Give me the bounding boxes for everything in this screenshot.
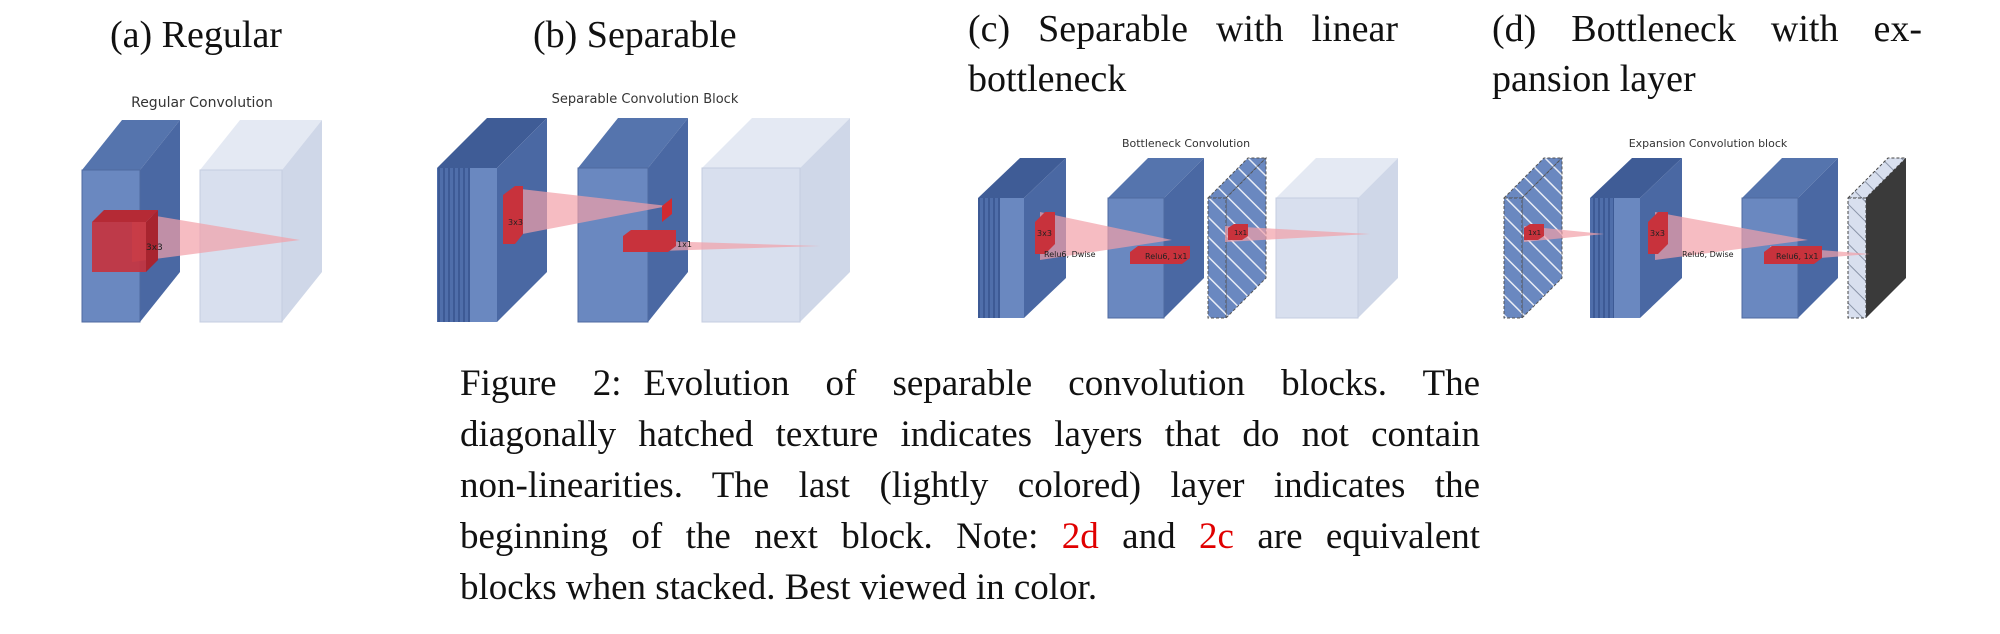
light-block bbox=[199, 120, 322, 323]
kernel-label: 1x1 bbox=[1234, 229, 1247, 237]
caption-line: non-linearities. The last (lightly color… bbox=[460, 465, 1480, 506]
kernel-pointwise bbox=[1130, 246, 1190, 264]
panel-c-diagram-title: Bottleneck Convolution bbox=[1122, 137, 1250, 150]
op-label: Relu6, Dwise bbox=[1682, 250, 1734, 259]
figure-reference-link[interactable]: 2d bbox=[1061, 516, 1099, 557]
panel-b-diagram-title: Separable Convolution Block bbox=[552, 92, 739, 107]
panel-b-diagram: Separable Convolution Block 3x3 bbox=[437, 92, 850, 323]
caption-line: blocks when stacked. Best viewed in colo… bbox=[460, 567, 1098, 608]
op-label: Relu6, 1x1 bbox=[1776, 252, 1819, 261]
kernel-cube bbox=[92, 210, 158, 272]
caption-line: Figure 2: Evolution of separable convolut… bbox=[460, 358, 1480, 409]
caption-line: diagonally hatched texture indicates lay… bbox=[460, 414, 1480, 455]
panel-d-title-line2: pansion layer bbox=[1492, 58, 1696, 100]
panel-a-diagram-title: Regular Convolution bbox=[131, 95, 273, 111]
light-block bbox=[701, 118, 850, 323]
pointwise-block bbox=[577, 118, 688, 323]
projection-ray bbox=[1655, 212, 1808, 260]
caption-text: are equivalent bbox=[1257, 516, 1481, 557]
caption-text: beginning of the next block. Note: bbox=[460, 516, 1039, 557]
panel-c-title-line2: bottleneck bbox=[968, 58, 1127, 100]
panel-d-title-line1: (d) Bottleneck with ex- bbox=[1492, 8, 1922, 50]
panel-d-diagram-title: Expansion Convolution block bbox=[1629, 137, 1788, 150]
kernel-expansion bbox=[1524, 224, 1544, 240]
figure-caption: Figure 2: Evolution of separable convolut… bbox=[460, 358, 1480, 613]
kernel-depthwise bbox=[1035, 212, 1055, 254]
op-label: Relu6, 1x1 bbox=[1145, 252, 1188, 261]
panel-c-title-line1: (c) Separable with linear bbox=[968, 8, 1398, 50]
panel-d-diagram: Expansion Convolution block bbox=[1502, 137, 1908, 320]
kernel-dot bbox=[662, 198, 672, 222]
panel-a-title: (a) Regular bbox=[110, 14, 282, 56]
figure-diagrams: Regular Convolution 3x3 Separable Convol… bbox=[81, 92, 1908, 323]
kernel-depthwise bbox=[1648, 212, 1668, 254]
figure-reference-link[interactable]: 2c bbox=[1199, 516, 1234, 557]
kernel-label: 1x1 bbox=[677, 240, 692, 249]
panel-d-title: (d) Bottleneck with ex- pansion layer bbox=[1492, 4, 1922, 104]
kernel-label: 3x3 bbox=[146, 243, 163, 253]
projection-ray bbox=[512, 188, 668, 236]
kernel-pointwise bbox=[1764, 246, 1822, 264]
kernel-bottleneck bbox=[1228, 224, 1248, 240]
figure-label: Figure 2: bbox=[460, 363, 622, 404]
caption-text: Evolution of separable convolution block… bbox=[643, 363, 1481, 404]
op-label: Relu6, Dwise bbox=[1044, 250, 1096, 259]
light-block bbox=[1275, 158, 1398, 319]
panel-c-title: (c) Separable with linear bottleneck bbox=[968, 4, 1398, 104]
kernel-label: 1x1 bbox=[1528, 229, 1541, 237]
kernel-label: 3x3 bbox=[508, 218, 523, 227]
projection-ray bbox=[132, 212, 300, 262]
caption-line: beginning of the next block. Note: 2d an… bbox=[460, 511, 1480, 562]
panel-c-diagram: Bottleneck Convolution bbox=[978, 137, 1398, 320]
kernel-pointwise bbox=[623, 230, 676, 252]
kernel-depthwise bbox=[503, 186, 523, 244]
light-bottleneck-layer bbox=[1846, 157, 1908, 319]
projection-ray bbox=[1040, 212, 1172, 260]
kernel-label: 3x3 bbox=[1037, 229, 1052, 238]
panel-a-diagram: Regular Convolution 3x3 bbox=[81, 95, 322, 323]
kernel-label: 3x3 bbox=[1650, 229, 1665, 238]
projection-ray bbox=[1225, 226, 1370, 242]
caption-text: and bbox=[1122, 516, 1176, 557]
panel-b-title: (b) Separable bbox=[533, 14, 737, 56]
